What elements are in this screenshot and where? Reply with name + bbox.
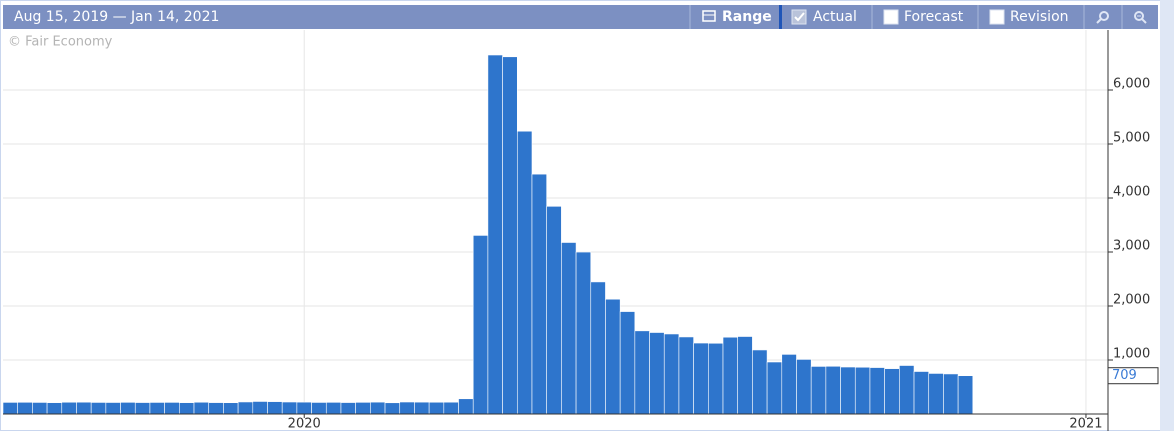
zoom-in-button[interactable] <box>1096 5 1123 29</box>
bar <box>678 336 694 415</box>
bar <box>296 401 312 415</box>
bar <box>237 401 254 415</box>
bar <box>516 130 533 415</box>
bar <box>708 342 724 415</box>
bar <box>766 361 783 415</box>
bar <box>531 173 547 415</box>
y-tick-label: 2,000 <box>1113 292 1150 307</box>
y-tick-label: 1,000 <box>1113 346 1150 361</box>
bar <box>487 54 503 415</box>
x-tick-label: 2021 <box>1069 417 1102 431</box>
bar <box>17 401 33 415</box>
forecast-label: Forecast <box>904 9 964 25</box>
bar <box>281 401 298 415</box>
bar <box>46 402 63 415</box>
range-button[interactable]: Range <box>689 5 782 29</box>
bar <box>120 402 136 415</box>
bar <box>384 402 401 415</box>
bar <box>149 402 165 415</box>
bar <box>913 371 930 415</box>
bar <box>325 402 342 415</box>
bar <box>105 402 121 415</box>
bar <box>899 365 915 415</box>
bar <box>546 206 562 415</box>
bar <box>722 336 739 415</box>
bar <box>267 401 283 415</box>
revision-toggle[interactable]: Revision <box>989 5 1085 29</box>
bar <box>810 366 827 415</box>
bar <box>2 402 18 415</box>
bar <box>472 235 489 415</box>
bar <box>825 365 841 415</box>
y-tick-label: 3,000 <box>1113 238 1150 253</box>
bar <box>928 373 944 415</box>
bar <box>90 402 107 415</box>
bar <box>869 367 885 415</box>
bar <box>752 349 768 415</box>
watermark: © Fair Economy <box>8 35 113 50</box>
bar <box>840 366 856 415</box>
bar <box>663 333 680 415</box>
bar <box>399 401 415 415</box>
side-strip <box>1160 0 1174 431</box>
forecast-toggle[interactable]: Forecast <box>883 5 979 29</box>
bar <box>208 402 224 415</box>
bar <box>61 401 77 415</box>
bar <box>957 375 974 415</box>
bar <box>32 402 48 415</box>
bar <box>649 332 665 415</box>
bar <box>458 398 474 415</box>
header-bar <box>3 5 1158 29</box>
bar <box>590 281 606 415</box>
y-tick-label: 6,000 <box>1113 76 1150 91</box>
bar <box>561 242 577 415</box>
bar <box>605 298 621 415</box>
x-tick-label: 2020 <box>288 417 321 431</box>
bar <box>428 401 445 415</box>
bar <box>943 373 959 415</box>
bar <box>252 401 268 415</box>
bar <box>443 401 459 415</box>
y-tick-label: 4,000 <box>1113 184 1150 199</box>
zoom-out-button[interactable] <box>1134 11 1147 24</box>
bar <box>340 402 356 415</box>
bar <box>781 354 797 415</box>
y-tick-label: 5,000 <box>1113 130 1150 145</box>
last-value-box <box>1107 367 1159 385</box>
bar <box>370 401 386 415</box>
bar <box>634 330 650 415</box>
bar <box>884 368 900 415</box>
bar <box>737 336 753 415</box>
bar <box>619 311 636 415</box>
bar <box>311 402 327 415</box>
bar <box>223 402 239 415</box>
bar <box>414 401 430 415</box>
bar <box>502 56 518 415</box>
bar <box>693 342 709 415</box>
range-label: Range <box>722 9 772 25</box>
actual-toggle[interactable]: Actual <box>791 5 873 29</box>
bar <box>134 402 151 415</box>
bar <box>193 401 210 415</box>
bar <box>76 401 92 415</box>
revision-label: Revision <box>1010 9 1069 25</box>
bar <box>179 402 195 415</box>
last-value-label: 709 <box>1112 368 1137 383</box>
date-range: Aug 15, 2019 — Jan 14, 2021 <box>14 9 219 25</box>
actual-label: Actual <box>813 9 857 25</box>
bar <box>164 402 180 415</box>
bar <box>355 402 371 415</box>
bar <box>854 366 871 415</box>
bar <box>575 251 592 415</box>
bar <box>796 359 812 415</box>
